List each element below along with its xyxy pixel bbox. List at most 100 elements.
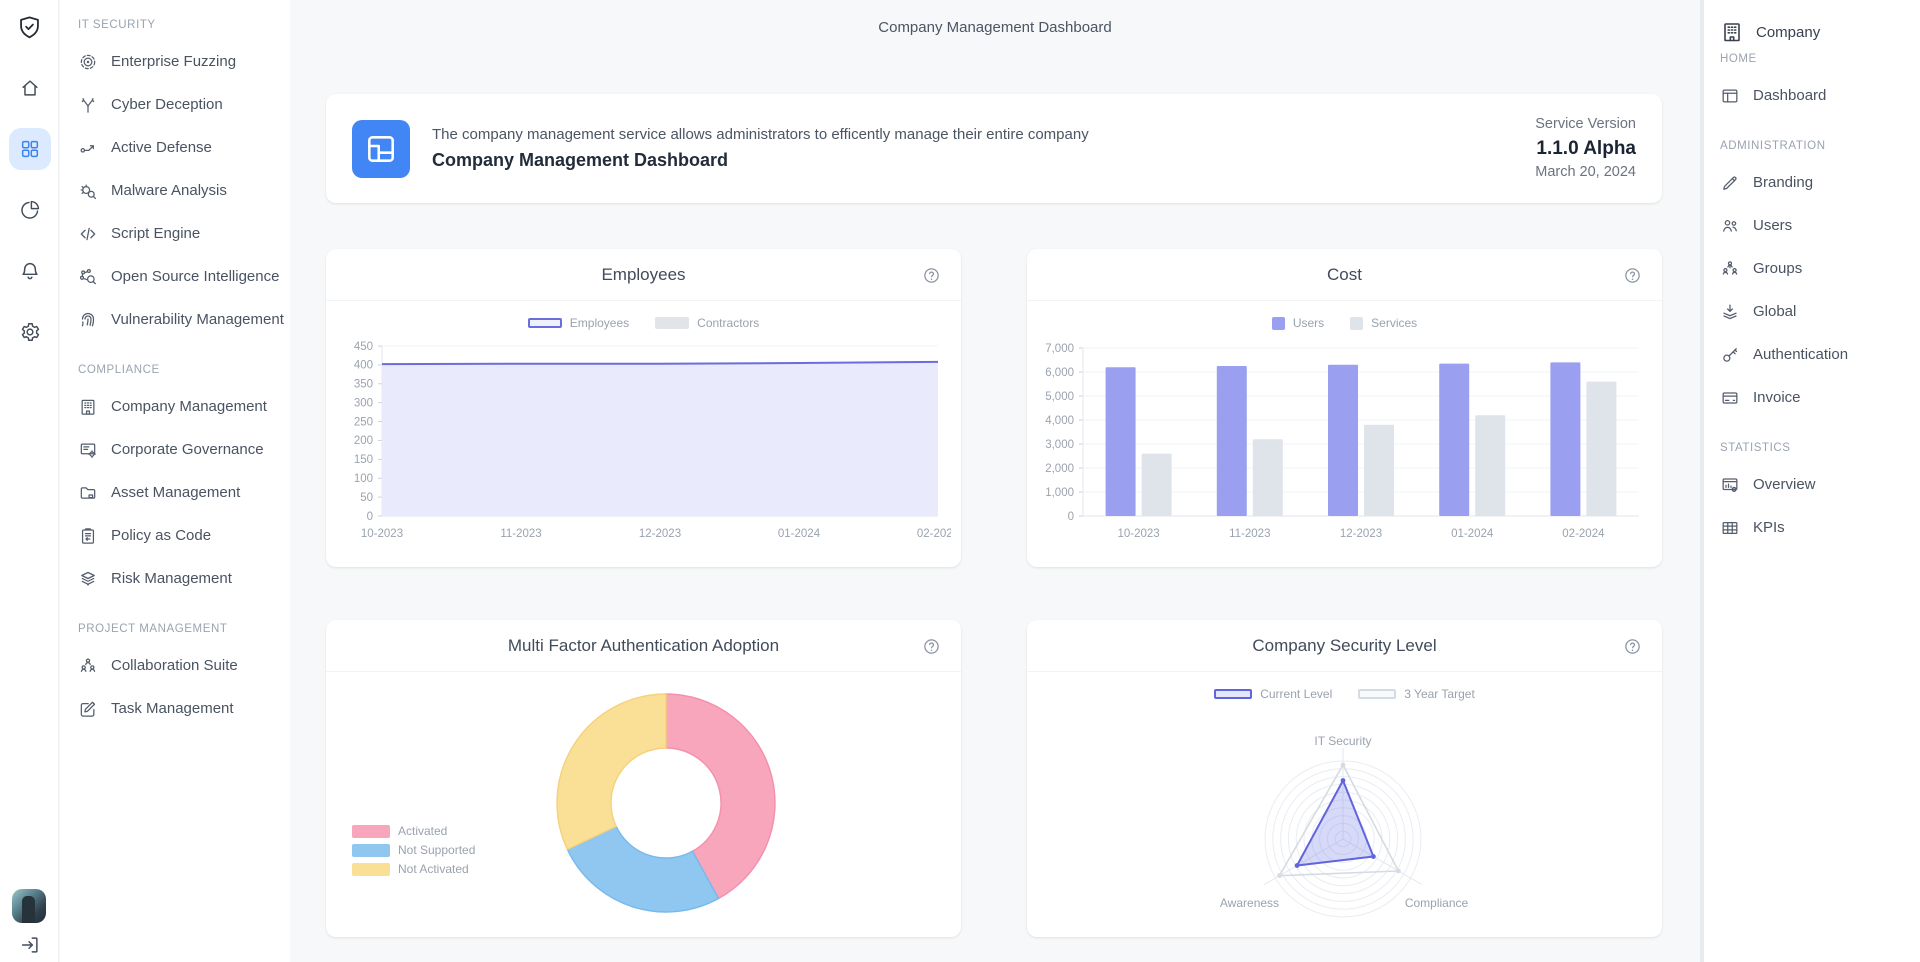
legend-item-employees[interactable]: Employees (527, 316, 630, 330)
sidebar-item-active-defense[interactable]: Active Defense (78, 126, 280, 169)
svg-text:250: 250 (354, 416, 373, 428)
sidebar-item-label: Asset Management (111, 484, 241, 501)
sidebar-item-invoice[interactable]: Invoice (1720, 376, 1912, 419)
sidebar-item-asset-management[interactable]: Asset Management (78, 471, 280, 514)
legend-swatch (1271, 316, 1285, 330)
sidebar-item-cyber-deception[interactable]: Cyber Deception (78, 83, 280, 126)
svg-text:100: 100 (354, 473, 373, 485)
card-title-cost: Cost (1327, 264, 1362, 284)
logout-icon[interactable] (0, 934, 59, 956)
section-label: PROJECT MANAGEMENT (78, 623, 228, 635)
sidebar-item-task-management[interactable]: Task Management (78, 687, 280, 730)
legend-item-not-activated[interactable]: Not Activated (352, 862, 475, 876)
sidebar-item-vulnerability-management[interactable]: Vulnerability Management (78, 298, 284, 341)
help-icon[interactable] (1623, 637, 1642, 656)
legend-swatch (655, 317, 690, 329)
svg-text:01-2024: 01-2024 (1451, 528, 1494, 540)
sidebar-item-label: Collaboration Suite (111, 657, 238, 674)
sidebar-item-policy-as-code[interactable]: Policy as Code (78, 514, 280, 557)
svg-text:2,000: 2,000 (1045, 463, 1074, 475)
sidebar-item-company-management[interactable]: Company Management (78, 385, 280, 428)
list-gear-icon (78, 440, 98, 460)
sidebar-item-label: Users (1753, 217, 1793, 234)
svg-text:IT Security: IT Security (1314, 734, 1371, 748)
svg-text:400: 400 (354, 360, 373, 372)
employees-chart: Employees Contractors 0 50 100 150 200 250 300 35… (326, 316, 961, 548)
legend-item-users[interactable]: Users (1271, 316, 1324, 330)
sidebar-item-overview[interactable]: Overview (1720, 463, 1912, 506)
people-group-icon (78, 656, 98, 676)
sidebar-item-label: Invoice (1753, 389, 1801, 406)
sidebar-item-dashboard[interactable]: Dashboard (1720, 74, 1912, 117)
sidebar-item-corporate-governance[interactable]: Corporate Governance (78, 428, 280, 471)
sidebar-item-label: Malware Analysis (111, 182, 227, 199)
legend-item-3-year-target[interactable]: 3 Year Target (1358, 687, 1475, 701)
sidebar-item-kpis[interactable]: KPIs (1720, 506, 1912, 549)
credit-card-icon (1720, 388, 1740, 408)
rail-item-pie-chart[interactable] (9, 189, 51, 231)
sidebar-item-label: Enterprise Fuzzing (111, 53, 237, 70)
user-avatar[interactable] (12, 889, 46, 923)
svg-text:5,000: 5,000 (1045, 391, 1074, 403)
fingerprint-icon (78, 310, 98, 330)
sidebar-item-enterprise-fuzzing[interactable]: Enterprise Fuzzing (78, 40, 280, 83)
sidebar-item-risk-management[interactable]: Risk Management (78, 557, 280, 600)
dashboard-layout-icon (352, 119, 410, 178)
rail-item-home[interactable] (9, 67, 51, 109)
sidebar-item-malware-analysis[interactable]: Malware Analysis (78, 169, 280, 212)
legend-label: Not Activated (398, 862, 469, 876)
svg-text:Compliance: Compliance (1405, 896, 1469, 910)
service-version-date: March 20, 2024 (1535, 164, 1636, 181)
help-icon[interactable] (1623, 266, 1642, 285)
sidebar-item-groups[interactable]: Groups (1720, 247, 1912, 290)
legend-swatch (1214, 689, 1253, 699)
legend-item-activated[interactable]: Activated (352, 824, 475, 838)
svg-text:150: 150 (354, 454, 373, 466)
svg-text:50: 50 (360, 492, 373, 504)
sidebar-item-script-engine[interactable]: Script Engine (78, 212, 280, 255)
legend-item-not-supported[interactable]: Not Supported (352, 843, 475, 857)
banner-card: The company management service allows ad… (326, 94, 1662, 203)
cost-card: Cost Users Services 0 1,000 2,000 3,000 4,000 5… (1027, 249, 1662, 567)
legend-item-current-level[interactable]: Current Level (1214, 687, 1332, 701)
service-version-value: 1.1.0 Alpha (1536, 137, 1636, 159)
sidebar-item-global[interactable]: Global (1720, 290, 1912, 333)
legend-item-services[interactable]: Services (1350, 316, 1417, 330)
main-content: Company Management Dashboard The company… (290, 0, 1700, 962)
scrollbar[interactable] (1700, 0, 1704, 962)
mfa-donut-chart: Activated Not Supported Not Activated (326, 672, 961, 937)
sidebar-item-label: Vulnerability Management (111, 311, 284, 328)
app-logo (0, 14, 59, 41)
employees-card: Employees Employees Contractors 0 50 100 150 2… (326, 249, 961, 567)
legend-swatch (352, 843, 390, 857)
sidebar-item-label: Open Source Intelligence (111, 268, 280, 285)
grid-icon (19, 138, 41, 160)
help-icon[interactable] (922, 637, 941, 656)
legend-item-contractors[interactable]: Contractors (655, 316, 759, 330)
sidebar-item-branding[interactable]: Branding (1720, 161, 1912, 204)
rail-item-grid[interactable] (8, 128, 51, 170)
svg-text:0: 0 (367, 511, 373, 523)
sidebar-item-open-source-intelligence[interactable]: Open Source Intelligence (78, 255, 280, 298)
security-radar-chart: Current Level 3 Year Target IT Security Com… (1027, 687, 1662, 946)
banner-description: The company management service allows ad… (432, 126, 1089, 143)
sidebar-item-label: Script Engine (111, 225, 201, 242)
legend-label: 3 Year Target (1404, 687, 1475, 701)
legend-swatch (527, 318, 562, 328)
rail-item-gear[interactable] (9, 311, 51, 353)
rail-item-bell[interactable] (9, 250, 51, 292)
section-label: COMPLIANCE (78, 364, 160, 376)
svg-text:10-2023: 10-2023 (1117, 528, 1159, 540)
company-header[interactable]: Company (1720, 12, 1912, 52)
building-icon (78, 397, 98, 417)
legend-label: Employees (569, 316, 630, 330)
sidebar-item-users[interactable]: Users (1720, 204, 1912, 247)
section-label: STATISTICS (1720, 442, 1791, 454)
key-icon (1720, 345, 1740, 365)
legend-label: Current Level (1260, 687, 1333, 701)
pencil-icon (1720, 173, 1740, 193)
sidebar-item-label: Global (1753, 303, 1797, 320)
sidebar-item-authentication[interactable]: Authentication (1720, 333, 1912, 376)
help-icon[interactable] (922, 266, 941, 285)
sidebar-item-collaboration-suite[interactable]: Collaboration Suite (78, 644, 280, 687)
